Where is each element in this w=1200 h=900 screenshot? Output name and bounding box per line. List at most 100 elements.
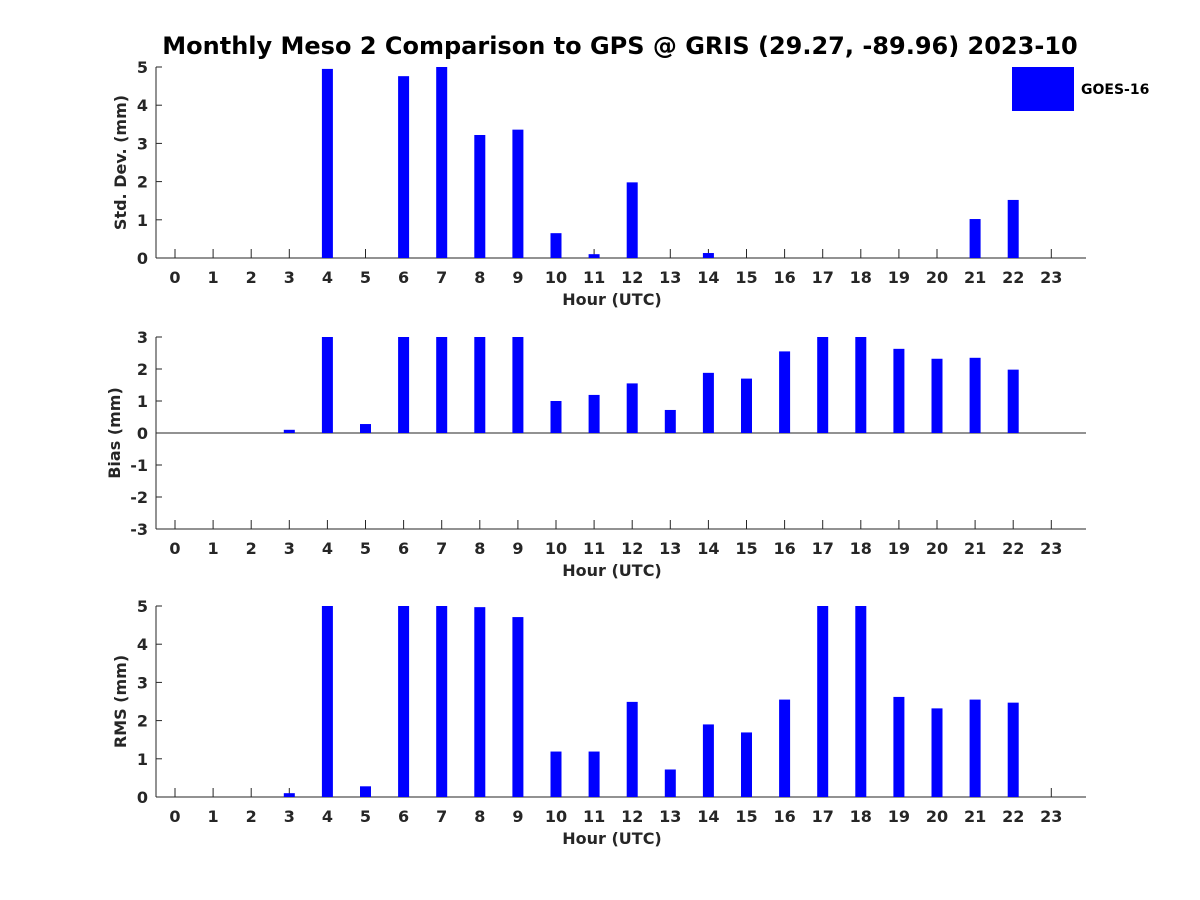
bar-hour-17 — [817, 606, 829, 797]
bar-hour-10 — [550, 401, 562, 433]
x-tick-label: 8 — [474, 268, 485, 287]
x-tick-label: 6 — [398, 268, 409, 287]
x-tick-label: 10 — [545, 539, 567, 558]
y-tick-label: 4 — [137, 96, 148, 115]
x-tick-label: 6 — [398, 807, 409, 826]
x-tick-label: 18 — [850, 268, 872, 287]
y-tick-label: 3 — [137, 134, 148, 153]
x-tick-label: 18 — [850, 539, 872, 558]
y-tick-label: 5 — [137, 58, 148, 77]
bar-hour-22 — [1007, 369, 1019, 433]
bar-hour-16 — [779, 351, 791, 433]
x-tick-label: 17 — [812, 539, 834, 558]
x-tick-label: 5 — [360, 539, 371, 558]
x-tick-label: 11 — [583, 268, 605, 287]
x-tick-label: 16 — [773, 807, 795, 826]
bar-hour-9 — [512, 337, 524, 433]
bar-hour-13 — [664, 769, 676, 797]
bar-hour-11 — [588, 254, 600, 258]
x-tick-label: 0 — [169, 539, 180, 558]
x-tick-label: 2 — [246, 807, 257, 826]
x-tick-label: 14 — [697, 539, 719, 558]
y-tick-label: 0 — [137, 424, 148, 443]
x-tick-label: 2 — [246, 539, 257, 558]
x-tick-label: 4 — [322, 539, 333, 558]
x-tick-label: 19 — [888, 807, 910, 826]
x-tick-label: 1 — [208, 268, 219, 287]
x-tick-label: 21 — [964, 807, 986, 826]
x-tick-label: 12 — [621, 539, 643, 558]
y-tick-label: 0 — [137, 788, 148, 807]
x-tick-label: 16 — [773, 268, 795, 287]
x-tick-label: 1 — [208, 807, 219, 826]
x-tick-label: 12 — [621, 268, 643, 287]
x-tick-label: 21 — [964, 268, 986, 287]
y-axis-label: Std. Dev. (mm) — [111, 95, 130, 230]
x-tick-label: 5 — [360, 268, 371, 287]
x-tick-label: 18 — [850, 807, 872, 826]
x-tick-label: 6 — [398, 539, 409, 558]
x-tick-label: 8 — [474, 539, 485, 558]
x-tick-label: 9 — [512, 539, 523, 558]
y-tick-label: -3 — [130, 520, 148, 539]
figure-title: Monthly Meso 2 Comparison to GPS @ GRIS … — [162, 32, 1077, 60]
x-tick-label: 3 — [284, 807, 295, 826]
bar-hour-7 — [436, 337, 448, 433]
bar-hour-12 — [626, 383, 638, 433]
bar-hour-6 — [398, 76, 410, 258]
x-tick-label: 10 — [545, 807, 567, 826]
y-tick-label: 2 — [137, 173, 148, 192]
x-tick-label: 13 — [659, 268, 681, 287]
bar-hour-21 — [969, 357, 981, 433]
bar-hour-22 — [1007, 702, 1019, 797]
bar-hour-21 — [969, 219, 981, 258]
x-tick-label: 19 — [888, 539, 910, 558]
legend-label: GOES-16 — [1081, 82, 1149, 98]
y-tick-label: 3 — [137, 673, 148, 692]
x-tick-label: 9 — [512, 268, 523, 287]
x-tick-label: 8 — [474, 807, 485, 826]
y-axis-label: RMS (mm) — [111, 655, 130, 748]
bar-hour-21 — [969, 699, 981, 797]
bar-hour-4 — [321, 68, 333, 258]
bar-hour-15 — [741, 732, 752, 797]
x-tick-label: 21 — [964, 539, 986, 558]
x-tick-label: 12 — [621, 807, 643, 826]
x-tick-label: 22 — [1002, 268, 1024, 287]
bar-hour-9 — [512, 129, 524, 258]
bar-hour-16 — [779, 699, 791, 797]
y-tick-label: 0 — [137, 249, 148, 268]
bar-hour-9 — [512, 617, 524, 797]
bar-hour-8 — [474, 337, 486, 433]
bar-hour-12 — [626, 182, 638, 258]
bar-hour-4 — [321, 606, 333, 797]
y-tick-label: 2 — [137, 360, 148, 379]
bar-hour-5 — [360, 424, 371, 433]
bar-hour-15 — [741, 378, 752, 433]
x-tick-label: 7 — [436, 807, 447, 826]
x-tick-label: 3 — [284, 539, 295, 558]
bar-hour-20 — [931, 708, 943, 797]
y-tick-label: 5 — [137, 597, 148, 616]
x-tick-label: 7 — [436, 268, 447, 287]
bar-hour-3 — [283, 429, 295, 433]
x-tick-label: 9 — [512, 807, 523, 826]
y-tick-label: 1 — [137, 211, 148, 230]
x-tick-label: 15 — [735, 539, 757, 558]
bar-hour-22 — [1007, 199, 1019, 258]
x-tick-label: 23 — [1040, 539, 1062, 558]
x-tick-label: 0 — [169, 807, 180, 826]
bar-hour-17 — [817, 337, 829, 433]
x-tick-label: 2 — [246, 268, 257, 287]
bar-hour-20 — [931, 358, 943, 433]
y-tick-label: 1 — [137, 392, 148, 411]
bar-hour-18 — [855, 606, 867, 797]
x-tick-label: 1 — [208, 539, 219, 558]
x-tick-label: 20 — [926, 807, 948, 826]
bar-hour-7 — [436, 606, 448, 797]
y-tick-label: 3 — [137, 328, 148, 347]
bar-hour-4 — [321, 337, 333, 433]
